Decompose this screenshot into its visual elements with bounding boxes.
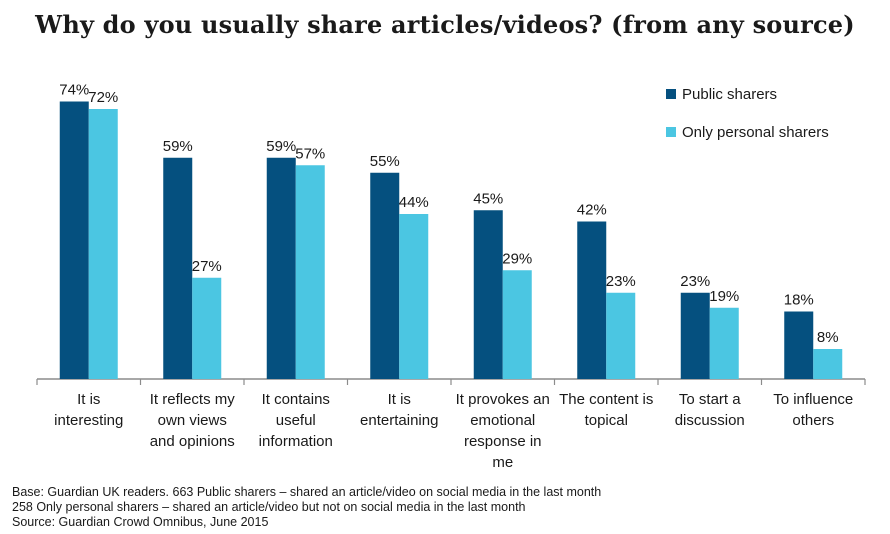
bar-personal — [502, 270, 532, 379]
bar-public — [163, 157, 193, 379]
x-tick-label: information — [259, 433, 333, 450]
legend-label: Only personal sharers — [682, 124, 829, 141]
x-tick-label: The content is — [559, 391, 653, 408]
legend-swatch — [666, 127, 676, 137]
x-tick-label: own views — [158, 412, 227, 429]
x-tick-label: It provokes an — [456, 391, 550, 408]
bar-public — [473, 210, 503, 379]
bar-personal — [813, 349, 843, 379]
bar-personal — [709, 307, 739, 379]
x-tick-label: response in — [464, 433, 542, 450]
bar-public — [266, 157, 296, 379]
x-tick-label: It is — [77, 391, 100, 408]
data-label: 8% — [817, 329, 839, 346]
x-tick-label: It contains — [262, 391, 330, 408]
x-tick-label: It is — [388, 391, 411, 408]
x-tick-label: emotional — [470, 412, 535, 429]
footnote-source: Source: Guardian Crowd Omnibus, June 201… — [12, 515, 269, 529]
bar-personal — [606, 292, 636, 379]
data-label: 59% — [266, 138, 296, 155]
data-label: 74% — [59, 82, 89, 99]
data-label: 57% — [295, 145, 325, 162]
legend-swatch — [666, 89, 676, 99]
data-label: 27% — [192, 258, 222, 275]
x-tick-label: others — [792, 412, 834, 429]
footnote-personal: 258 Only personal sharers – shared an ar… — [12, 500, 526, 514]
x-tick-label: entertaining — [360, 412, 438, 429]
data-label: 45% — [473, 190, 503, 207]
data-label: 19% — [709, 288, 739, 305]
footnote-base: Base: Guardian UK readers. 663 Public sh… — [12, 485, 602, 499]
bar-personal — [399, 214, 429, 379]
data-label: 59% — [163, 138, 193, 155]
x-tick-label: discussion — [675, 412, 745, 429]
data-label: 72% — [88, 89, 118, 106]
bar-personal — [295, 165, 325, 379]
data-label: 55% — [370, 153, 400, 170]
x-tick-label: topical — [585, 412, 628, 429]
bar-public — [784, 311, 814, 379]
x-tick-label: me — [492, 454, 513, 471]
x-tick-label: interesting — [54, 412, 123, 429]
bar-public — [370, 172, 400, 379]
x-tick-label: It reflects my — [150, 391, 236, 408]
bar-personal — [88, 109, 118, 379]
bar-public — [59, 101, 89, 379]
data-label: 23% — [606, 273, 636, 290]
data-label: 42% — [577, 202, 607, 219]
bar-public — [577, 221, 607, 379]
data-label: 44% — [399, 194, 429, 211]
legend-label: Public sharers — [682, 86, 777, 103]
chart-title: Why do you usually share articles/videos… — [35, 10, 855, 39]
data-label: 18% — [784, 292, 814, 309]
data-label: 29% — [502, 250, 532, 267]
x-tick-label: useful — [276, 412, 316, 429]
chart-footnote: Base: Guardian UK readers. 663 Public sh… — [12, 485, 601, 530]
x-tick-label: To influence — [773, 391, 853, 408]
bar-public — [680, 292, 710, 379]
x-tick-label: and opinions — [150, 433, 235, 450]
data-label: 23% — [680, 273, 710, 290]
x-tick-label: To start a — [679, 391, 741, 408]
bar-personal — [192, 277, 222, 379]
